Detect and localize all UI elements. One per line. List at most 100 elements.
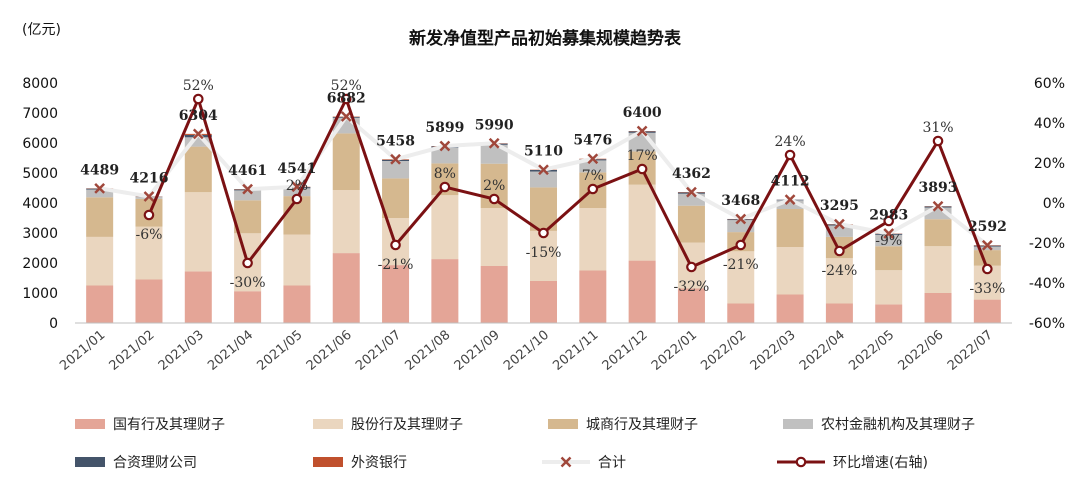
bar-segment [530,230,557,281]
legend-item: 城商行及其理财子 [548,417,698,433]
total-marker [94,182,106,194]
bar-segment [677,288,705,323]
total-marker [587,153,599,165]
total-data-label: 5110 [524,144,563,160]
growth-marker [636,163,648,175]
bar-segment [332,133,360,191]
legend-item: 合计 [542,455,626,471]
bar-segment [579,208,607,271]
bar-segment [135,279,163,323]
total-data-label: 3893 [919,180,958,196]
growth-data-label: 7% [582,168,604,184]
legend-label: 国有行及其理财子 [113,417,225,433]
growth-data-label: 31% [922,120,953,136]
total-data-label: 5476 [573,133,612,149]
legend-item: 农村金融机构及其理财子 [783,417,975,433]
y-tick-label: 4000 [22,196,58,212]
legend-label: 股份行及其理财子 [351,417,463,433]
legend-label: 合计 [598,455,626,471]
x-tick-label: 2021/03 [156,328,207,374]
y-tick-label: 2000 [22,256,58,272]
bar-segment [234,200,262,234]
growth-data-label: -6% [135,227,162,243]
y2-tick-label: -20% [1029,236,1065,252]
growth-labels: -6% 52% -30% 2% 52% -21% 8% 2% -15% 7% 17% -32% -21%… [135,78,1005,297]
x-tick-label: 2022/04 [797,328,848,374]
y2-axis-ticks: -60% -40% -20% 0% 20% 40% 60% [1029,76,1065,332]
legend-label: 环比增速(右轴) [833,455,928,471]
growth-marker [735,239,747,251]
growth-marker [488,193,500,205]
growth-line [147,94,989,270]
x-tick-label: 2021/06 [304,328,355,374]
total-marker [340,111,352,122]
total-data-label: 4362 [672,166,711,182]
growth-data-label: 2% [483,178,505,194]
bar-segment [924,246,952,293]
total-data-label: 6304 [179,108,218,124]
legend-swatch [75,419,105,429]
bar-segment [924,207,952,220]
x-tick-label: 2022/02 [698,328,749,374]
x-tick-label: 2022/05 [846,328,897,374]
y-tick-label: 1000 [22,286,58,302]
x-tick-label: 2021/01 [57,328,108,374]
x-tick-label: 2021/02 [107,328,158,374]
growth-data-label: 8% [434,166,456,182]
y2-tick-label: -40% [1029,276,1065,292]
total-data-label: 4489 [80,162,119,178]
growth-marker [587,183,599,195]
total-data-label: 5458 [376,133,415,149]
total-data-label: 4541 [277,161,316,177]
legend-swatch [783,419,813,429]
bar-segment [825,258,853,304]
bar-segment [86,197,114,237]
bar-segment [875,234,903,247]
total-series [94,111,993,251]
growth-marker [932,135,944,147]
bar-segment [628,184,656,261]
bar-segment [776,294,804,323]
growth-marker [834,245,845,257]
bar-segment [184,146,212,193]
bar-segment [875,270,903,305]
bar-segment [727,303,755,323]
bar-segment [184,192,212,272]
total-data-label: 6400 [623,105,662,121]
bar-segment [924,293,952,323]
total-marker [981,239,993,251]
bar-segment [86,236,114,286]
bar-segment [875,304,903,323]
bar-segment [382,178,410,218]
x-tick-label: 2021/08 [402,328,453,374]
total-data-label: 4112 [771,174,810,190]
y-axis-unit: (亿元) [22,22,61,38]
total-marker [834,218,845,230]
total-data-label: 2592 [968,219,1007,235]
growth-marker [784,149,796,161]
legend-item: 合资理财公司 [75,455,197,471]
bar-segment [382,161,410,179]
bar-segment [776,200,804,209]
growth-marker [340,93,352,105]
growth-data-label: -32% [674,279,710,295]
legend-label: 城商行及其理财子 [586,417,698,433]
growth-data-label: -21% [723,257,759,273]
bar-segment [727,220,755,233]
x-tick-label: 2021/09 [452,328,503,374]
total-marker [932,200,944,212]
growth-data-label: -15% [526,245,562,261]
legend-item: 环比增速(右轴) [777,455,928,471]
growth-data-label: -21% [378,257,414,273]
growth-data-label: -33% [969,281,1005,297]
bar-segment [86,285,114,323]
x-tick-label: 2021/07 [353,328,404,374]
x-tick-label: 2022/07 [945,328,996,374]
growth-marker [686,261,697,273]
growth-marker [390,239,401,251]
bar-segment [530,171,557,188]
legend-label: 农村金融机构及其理财子 [821,417,975,433]
bar-segment [332,190,360,254]
bar-segment [184,271,212,323]
